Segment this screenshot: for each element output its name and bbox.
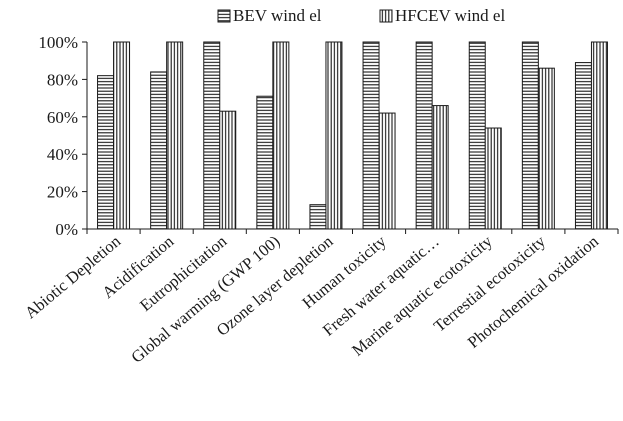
- legend: BEV wind el HFCEV wind el: [217, 6, 505, 25]
- category-group: [97, 41, 131, 230]
- legend-label: BEV wind el: [233, 6, 322, 25]
- y-tick-label: 40%: [47, 145, 78, 164]
- category-group: [521, 41, 555, 230]
- y-tick-label: 0%: [55, 220, 78, 239]
- bar-hfcev: [590, 41, 608, 230]
- bar-hfcev: [431, 105, 449, 230]
- y-tick-label: 20%: [47, 183, 78, 202]
- legend-item: BEV wind el: [217, 6, 322, 25]
- bar-hfcev: [484, 127, 502, 230]
- bar-bev: [574, 62, 592, 230]
- bar-hfcev: [325, 41, 343, 230]
- bar-hfcev: [272, 41, 290, 230]
- x-tick-label: Abiotic Depletion: [21, 232, 124, 323]
- category-group: [203, 41, 237, 230]
- bar-hfcev: [219, 110, 237, 230]
- bar-bev: [362, 41, 380, 230]
- legend-label: HFCEV wind el: [395, 6, 505, 25]
- legend-swatch: [379, 9, 393, 23]
- bar-bev: [97, 75, 115, 230]
- bar-bev: [150, 71, 168, 230]
- bar-hfcev: [378, 112, 396, 230]
- category-group: [415, 41, 449, 230]
- category-group: [309, 41, 343, 230]
- category-group: [362, 41, 396, 230]
- bar-bev: [415, 41, 433, 230]
- category-group: [256, 41, 290, 230]
- y-axis: 0% 20% 40% 60% 80% 100%: [38, 33, 88, 239]
- x-axis: Abiotic DepletionAcidificationEutrophici…: [21, 228, 619, 367]
- bar-hfcev: [113, 41, 131, 230]
- bar-bev: [256, 95, 274, 230]
- bar-hfcev: [537, 67, 555, 230]
- bar-bev: [309, 204, 327, 230]
- y-tick-label: 100%: [38, 33, 78, 52]
- category-group: [150, 41, 184, 230]
- bar-bev: [203, 41, 221, 230]
- bars-group: [97, 41, 608, 230]
- y-tick-label: 60%: [47, 108, 78, 127]
- bar-bev: [468, 41, 486, 230]
- legend-item: HFCEV wind el: [379, 6, 505, 25]
- y-tick-label: 80%: [47, 70, 78, 89]
- category-group: [574, 41, 608, 230]
- bar-hfcev: [166, 41, 184, 230]
- legend-swatch: [217, 9, 231, 23]
- bar-bev: [521, 41, 539, 230]
- category-group: [468, 41, 502, 230]
